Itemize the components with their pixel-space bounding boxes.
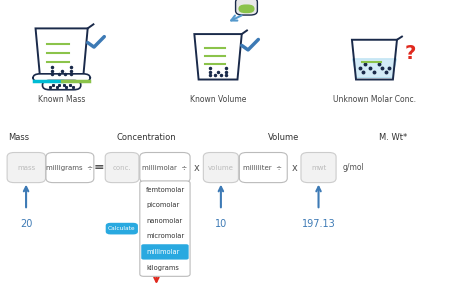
- Text: 20: 20: [20, 219, 32, 229]
- FancyBboxPatch shape: [43, 80, 81, 90]
- Text: femtomolar: femtomolar: [146, 187, 185, 193]
- Text: Known Mass: Known Mass: [38, 95, 85, 104]
- Text: Unknown Molar Conc.: Unknown Molar Conc.: [333, 95, 416, 104]
- Text: mass: mass: [17, 164, 35, 171]
- FancyBboxPatch shape: [141, 244, 189, 260]
- FancyBboxPatch shape: [239, 153, 287, 183]
- Text: millimolar  ÷: millimolar ÷: [142, 164, 187, 171]
- Text: Concentration: Concentration: [116, 133, 176, 142]
- FancyBboxPatch shape: [46, 153, 94, 183]
- Text: x: x: [194, 162, 200, 173]
- Text: x: x: [292, 162, 298, 173]
- Text: milligrams  ÷: milligrams ÷: [46, 164, 93, 171]
- Text: nanomolar: nanomolar: [146, 218, 182, 224]
- FancyBboxPatch shape: [238, 5, 255, 13]
- Text: picomolar: picomolar: [146, 202, 179, 208]
- Text: g/mol: g/mol: [342, 163, 364, 172]
- Text: volume: volume: [208, 164, 234, 171]
- Text: micromolar: micromolar: [146, 233, 184, 239]
- Text: Calculate: Calculate: [108, 226, 136, 231]
- Text: Volume: Volume: [268, 133, 299, 142]
- FancyBboxPatch shape: [236, 0, 257, 15]
- FancyBboxPatch shape: [140, 181, 190, 276]
- FancyBboxPatch shape: [203, 153, 238, 183]
- FancyBboxPatch shape: [106, 223, 138, 235]
- FancyBboxPatch shape: [7, 153, 46, 183]
- Text: 197.13: 197.13: [301, 219, 336, 229]
- Text: M. Wt*: M. Wt*: [379, 133, 408, 142]
- FancyBboxPatch shape: [33, 74, 90, 82]
- Text: ?: ?: [404, 45, 416, 63]
- Text: millimolar: millimolar: [146, 249, 179, 255]
- Text: mwt: mwt: [311, 164, 326, 171]
- FancyBboxPatch shape: [140, 153, 190, 183]
- FancyBboxPatch shape: [301, 153, 336, 183]
- Text: 10: 10: [215, 219, 227, 229]
- Text: =: =: [93, 161, 104, 174]
- Text: Known Volume: Known Volume: [190, 95, 246, 104]
- FancyBboxPatch shape: [105, 153, 139, 183]
- Text: kilograms: kilograms: [146, 265, 179, 271]
- Text: milliliter  ÷: milliliter ÷: [243, 164, 282, 171]
- Polygon shape: [352, 59, 397, 78]
- Text: conc.: conc.: [112, 164, 131, 171]
- Text: Mass: Mass: [9, 133, 30, 142]
